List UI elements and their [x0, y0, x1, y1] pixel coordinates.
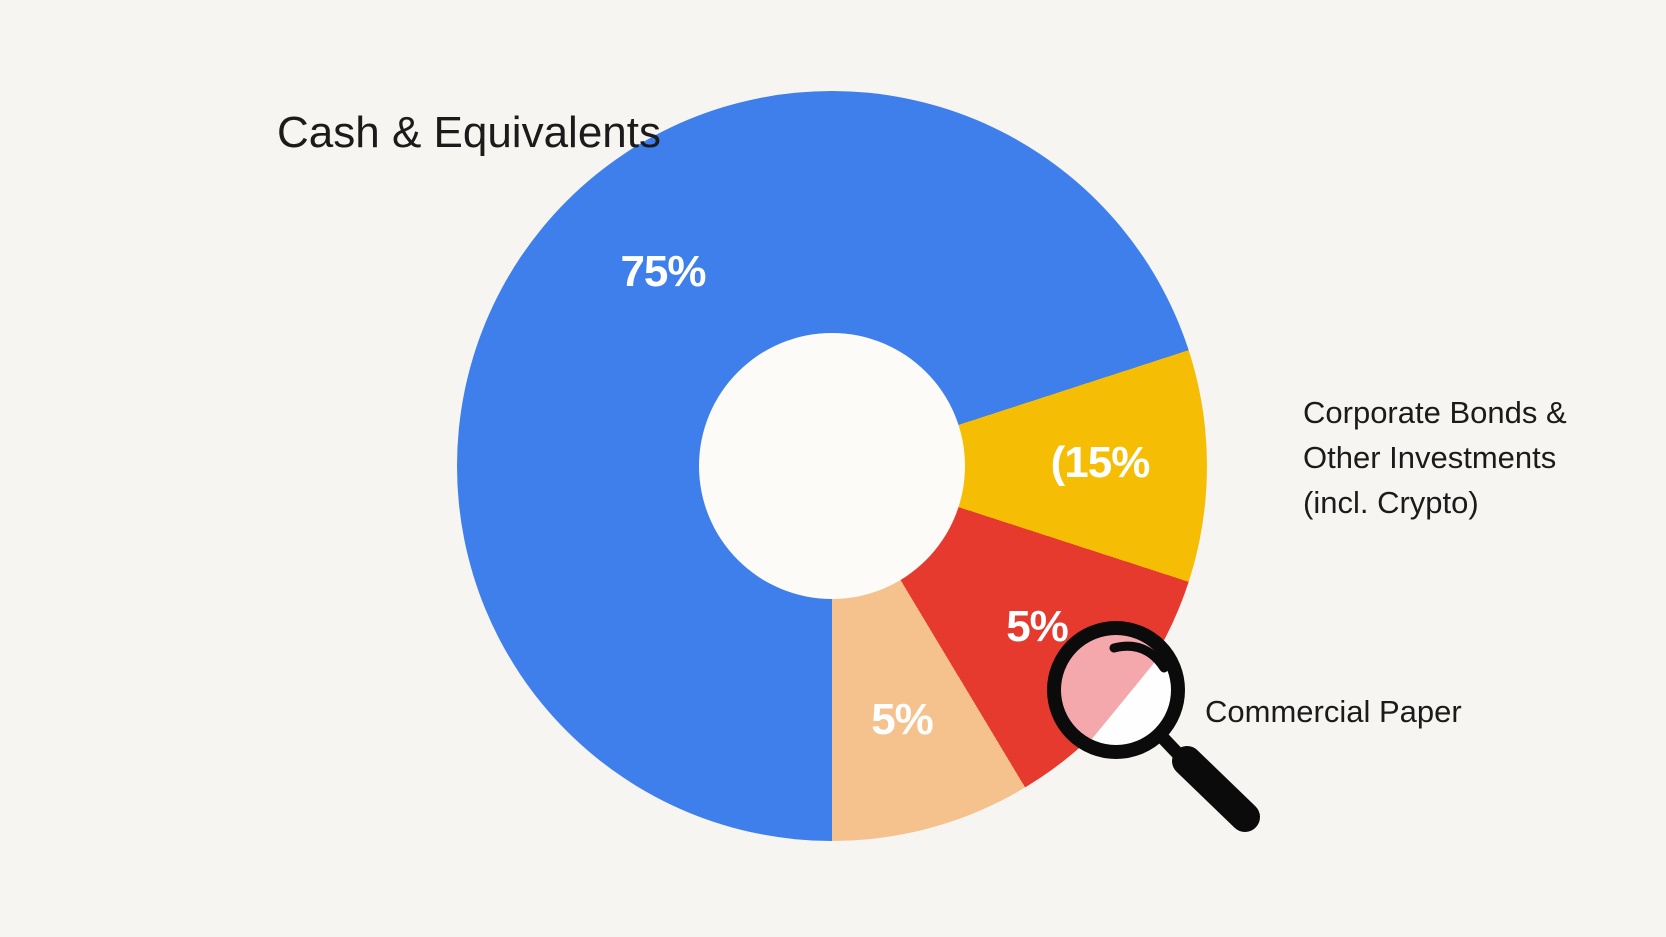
donut-hole — [699, 333, 965, 599]
corporate-bonds-label-line3: (incl. Crypto) — [1303, 485, 1479, 520]
corporate-bonds-label-line2: Other Investments — [1303, 440, 1557, 475]
corporate-bonds-label: Corporate Bonds & Other Investments (inc… — [1303, 390, 1567, 525]
slice-value-commercial-paper: 5% — [1006, 602, 1069, 651]
magnifier-ring — [1047, 621, 1185, 759]
magnifier-lens-pink-area — [1061, 635, 1168, 745]
corporate-bonds-label-line1: Corporate Bonds & — [1303, 395, 1567, 430]
magnifier-glint — [1109, 641, 1169, 673]
slice-value-cash: 75% — [620, 247, 706, 296]
slice-value-other: 5% — [871, 695, 934, 744]
slice-value-corporate-bonds: (15% — [1050, 438, 1151, 487]
commercial-paper-label: Commercial Paper — [1205, 694, 1462, 729]
magnifier-handle — [1172, 746, 1260, 832]
cash-equivalents-label: Cash & Equivalents — [277, 108, 661, 157]
